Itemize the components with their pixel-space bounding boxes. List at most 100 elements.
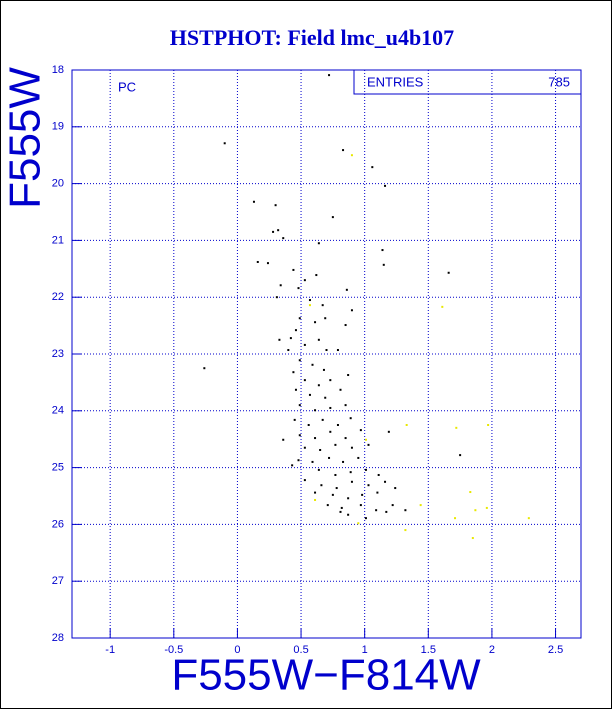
point bbox=[335, 487, 338, 490]
point bbox=[294, 329, 297, 332]
point bbox=[527, 517, 530, 520]
y-tick-label: 27 bbox=[52, 575, 64, 587]
y-tick-label: 18 bbox=[52, 64, 64, 76]
point bbox=[385, 510, 388, 513]
point bbox=[279, 284, 282, 287]
point bbox=[292, 371, 295, 374]
point bbox=[357, 522, 360, 525]
point bbox=[289, 337, 292, 340]
point bbox=[326, 504, 329, 507]
point bbox=[298, 434, 301, 437]
point bbox=[344, 437, 347, 440]
point bbox=[308, 304, 311, 307]
stats-value: 785 bbox=[548, 74, 570, 89]
point bbox=[404, 529, 407, 532]
x-tick-label: -0.5 bbox=[164, 644, 183, 656]
point bbox=[319, 448, 322, 451]
point bbox=[317, 468, 320, 471]
point bbox=[350, 480, 353, 483]
point bbox=[339, 388, 342, 391]
point bbox=[321, 418, 324, 421]
point bbox=[298, 404, 301, 407]
y-axis-label: F555W bbox=[1, 67, 50, 209]
point bbox=[347, 497, 350, 500]
point bbox=[292, 268, 295, 271]
point bbox=[487, 424, 490, 426]
point bbox=[307, 424, 310, 426]
point bbox=[364, 517, 367, 520]
point bbox=[294, 388, 297, 391]
point bbox=[357, 456, 360, 459]
point bbox=[455, 426, 458, 429]
x-tick-label: 1 bbox=[362, 644, 368, 656]
point bbox=[272, 230, 275, 233]
point bbox=[459, 454, 462, 457]
chart-title: HSTPHOT: Field lmc_u4b107 bbox=[170, 25, 454, 50]
point bbox=[350, 446, 353, 449]
point bbox=[297, 287, 300, 290]
point bbox=[329, 430, 332, 433]
point bbox=[349, 471, 352, 474]
point bbox=[384, 480, 387, 483]
point bbox=[297, 459, 300, 462]
point bbox=[345, 288, 348, 291]
point bbox=[344, 324, 347, 327]
x-tick-label: 2.5 bbox=[548, 644, 563, 656]
point bbox=[329, 379, 332, 382]
point bbox=[328, 456, 331, 459]
point bbox=[287, 349, 290, 352]
point bbox=[311, 363, 314, 366]
stats-label: ENTRIES bbox=[367, 74, 424, 89]
point bbox=[394, 487, 397, 490]
y-tick-label: 21 bbox=[52, 234, 64, 246]
point bbox=[382, 263, 385, 266]
x-axis-label: F555W−F814W bbox=[171, 651, 481, 700]
point bbox=[314, 321, 317, 324]
y-tick-label: 25 bbox=[52, 462, 64, 474]
point bbox=[223, 142, 226, 145]
point bbox=[469, 491, 472, 494]
point bbox=[252, 200, 255, 203]
x-tick-label: 2 bbox=[489, 644, 495, 656]
point bbox=[377, 473, 380, 476]
point bbox=[278, 338, 281, 341]
point bbox=[291, 464, 294, 467]
point bbox=[311, 460, 314, 463]
point bbox=[347, 374, 350, 377]
point bbox=[334, 443, 337, 446]
point bbox=[361, 493, 364, 496]
point bbox=[336, 349, 339, 352]
point bbox=[298, 359, 301, 362]
y-tick-label: 24 bbox=[52, 405, 64, 417]
point bbox=[474, 509, 477, 512]
point bbox=[334, 473, 337, 476]
point bbox=[375, 509, 378, 512]
point bbox=[336, 424, 339, 426]
point bbox=[342, 460, 345, 463]
point bbox=[266, 262, 269, 265]
point bbox=[256, 260, 259, 263]
point bbox=[485, 506, 488, 509]
x-tick-label: -1 bbox=[105, 644, 115, 656]
point bbox=[349, 417, 352, 420]
point bbox=[359, 429, 362, 432]
point bbox=[350, 309, 353, 312]
point bbox=[317, 384, 320, 387]
point bbox=[303, 343, 306, 346]
y-tick-label: 22 bbox=[52, 291, 64, 303]
point bbox=[324, 396, 327, 399]
point bbox=[419, 504, 422, 507]
point bbox=[364, 468, 367, 471]
point bbox=[275, 296, 278, 299]
point bbox=[340, 506, 343, 509]
y-tick-label: 28 bbox=[52, 632, 64, 644]
point bbox=[277, 229, 280, 232]
point bbox=[282, 237, 285, 240]
point bbox=[342, 149, 345, 152]
point bbox=[328, 74, 331, 77]
point bbox=[347, 513, 350, 516]
point bbox=[298, 317, 301, 320]
point bbox=[454, 517, 457, 520]
point bbox=[387, 430, 390, 433]
point bbox=[381, 249, 384, 252]
